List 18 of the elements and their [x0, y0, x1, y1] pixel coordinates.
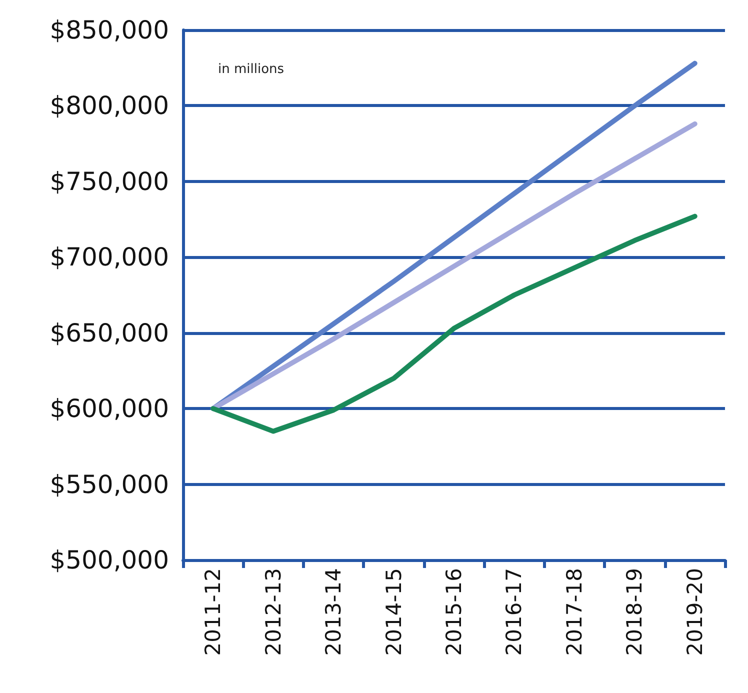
x-tick-label: 2018-19: [622, 568, 647, 656]
y-tick-label: $650,000: [50, 318, 169, 348]
x-tick-label: 2015-16: [442, 568, 466, 656]
x-tick-label: 2012-13: [261, 568, 286, 656]
x-tick-label: 2017-18: [562, 568, 586, 656]
y-tick-label: $750,000: [50, 166, 169, 196]
x-tick-label: 2014-15: [382, 568, 406, 656]
x-tick-label: 2016-17: [502, 568, 526, 656]
annotation: in millions: [218, 62, 284, 77]
y-tick-label: $700,000: [50, 242, 169, 272]
y-tick-label: $850,000: [50, 16, 169, 44]
y-tick-label: $550,000: [50, 470, 169, 499]
x-tick-label: 2019-20: [682, 568, 707, 656]
y-tick-label: $600,000: [50, 394, 169, 424]
x-tick-label: 2011-12: [201, 568, 226, 656]
x-tick-label: 2013-14: [322, 568, 346, 656]
y-tick-label: $800,000: [50, 91, 169, 120]
y-tick-label: $500,000: [50, 546, 169, 574]
